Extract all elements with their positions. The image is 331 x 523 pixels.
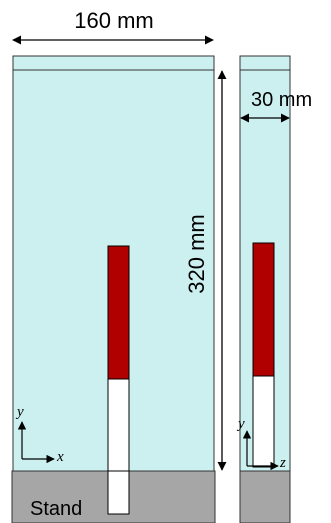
side-axis-y-label: y: [236, 416, 245, 432]
stand-label: Stand: [30, 498, 82, 520]
width-label: 160 mm: [74, 8, 153, 33]
front-red-segment: [107, 245, 130, 380]
front-axis-x-label: x: [56, 449, 64, 465]
side-view: 30 mm y z: [236, 55, 312, 523]
front-axis-y-label: y: [15, 404, 24, 420]
front-tank-lid: [12, 55, 215, 71]
side-tank-lid: [239, 55, 291, 71]
front-white-segment: [107, 378, 130, 472]
side-red-segment: [252, 242, 275, 377]
side-axis-z-label: z: [279, 455, 286, 471]
front-axes: y x: [15, 404, 64, 465]
height-label: 320 mm: [184, 214, 209, 293]
front-white-stub: [107, 470, 130, 515]
side-axes: y z: [236, 416, 286, 471]
side-white-segment: [252, 375, 275, 468]
depth-label: 30 mm: [251, 89, 312, 111]
front-view: 160 mm 320 mm y x Stand: [11, 8, 227, 523]
side-stand: [239, 470, 291, 523]
